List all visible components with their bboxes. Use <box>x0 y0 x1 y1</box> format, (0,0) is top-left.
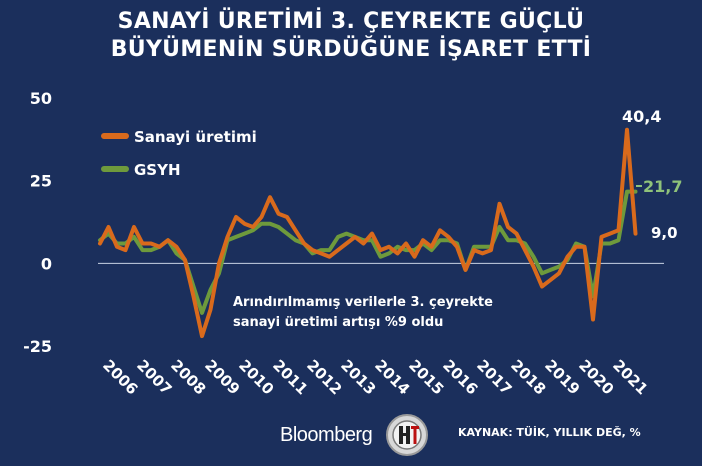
x-tick-label: 2013 <box>337 356 379 398</box>
x-tick-label: 2010 <box>235 356 277 398</box>
x-tick-label: 2019 <box>541 356 583 398</box>
x-tick-label: 2007 <box>133 356 175 398</box>
annotation-line-1: Arındırılmamış verilerle 3. çeyrekte <box>233 295 493 310</box>
x-tick-label: 2008 <box>167 356 209 398</box>
peak-label-sanayi: 40,4 <box>622 107 661 126</box>
x-tick-label: 2009 <box>201 356 243 398</box>
bloomberg-logo-text: Bloomberg <box>280 424 373 446</box>
ht-logo-icon <box>386 414 428 456</box>
y-tick-label: 0 <box>41 254 52 273</box>
end-label-sanayi: 9,0 <box>651 224 678 242</box>
annotation: Arındırılmamış verilerle 3. çeyrekte san… <box>233 295 493 330</box>
chart-title: SANAYİ ÜRETİMİ 3. ÇEYREKTE GÜÇLÜ BÜYÜMEN… <box>0 8 702 64</box>
x-tick-label: 2020 <box>575 356 617 398</box>
source-note: KAYNAK: TÜİK, YILLIK DEĞ, % <box>458 426 641 439</box>
x-tick-label: 2014 <box>371 356 413 398</box>
x-tick-label: 2021 <box>609 356 651 398</box>
y-tick-label: -25 <box>23 337 52 356</box>
x-tick-label: 2011 <box>269 356 311 398</box>
y-tick-label: 50 <box>30 89 52 108</box>
legend-label-gsyh: GSYH <box>134 161 181 179</box>
y-tick-label: 25 <box>30 172 52 191</box>
series-line-sanayi <box>98 127 638 339</box>
x-tick-label: 2018 <box>507 356 549 398</box>
end-label-gsyh: 21,7 <box>643 177 682 196</box>
legend: Sanayi üretimi GSYH <box>101 128 257 179</box>
x-axis-labels: 2006200720082009201020112012201320142015… <box>99 356 651 398</box>
x-tick-label: 2015 <box>405 356 447 398</box>
series-lines <box>98 127 638 339</box>
title-line-1: SANAYİ ÜRETİMİ 3. ÇEYREKTE GÜÇLÜ <box>117 9 585 34</box>
y-axis-labels: 50 25 0 -25 <box>23 89 52 356</box>
x-tick-label: 2006 <box>99 356 141 398</box>
end-labels: 40,4 21,7 9,0 <box>622 107 682 242</box>
x-tick-label: 2017 <box>473 356 515 398</box>
x-tick-label: 2016 <box>439 356 481 398</box>
annotation-line-2: sanayi üretimi artışı %9 oldu <box>233 315 443 330</box>
legend-label-sanayi: Sanayi üretimi <box>134 128 257 146</box>
title-line-2: BÜYÜMENİN SÜRDÜĞÜNE İŞARET ETTİ <box>110 37 592 62</box>
x-tick-label: 2012 <box>303 356 345 398</box>
